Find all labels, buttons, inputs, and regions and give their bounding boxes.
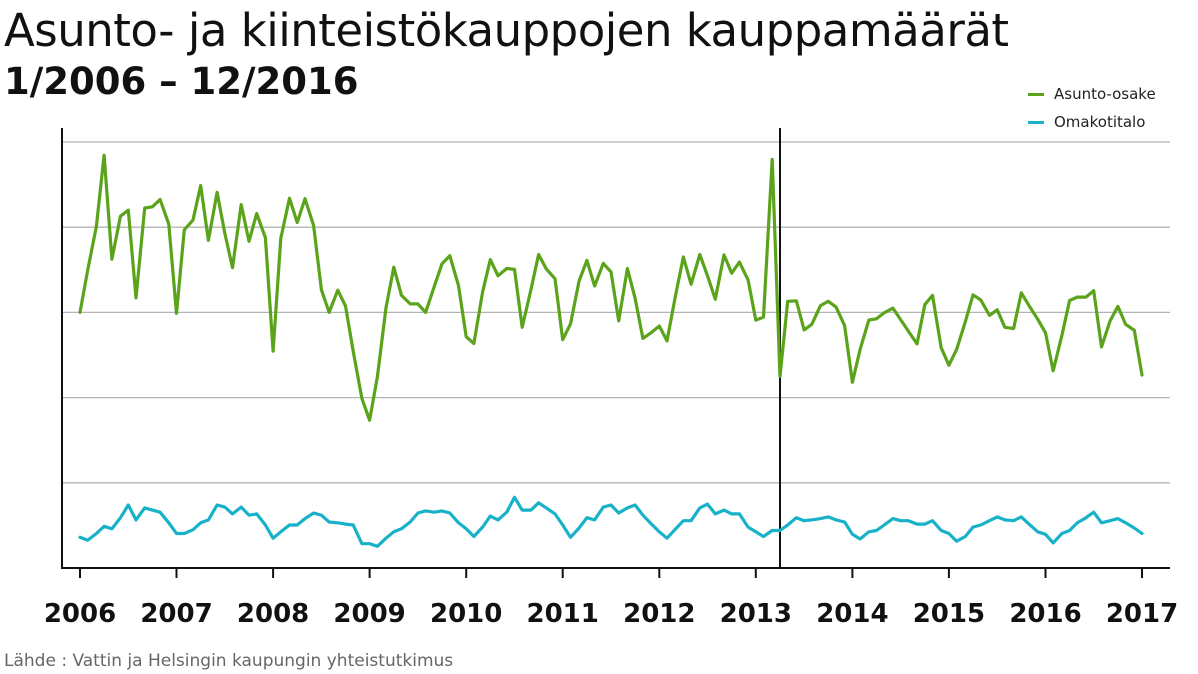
x-tick-label: 2014	[816, 599, 888, 629]
x-tick-label: 2013	[720, 599, 792, 629]
x-tick-label: 2016	[1009, 599, 1081, 629]
x-tick-label: 2011	[527, 599, 599, 629]
series-line-omakotitalo	[78, 495, 1144, 548]
legend-label: Asunto-osake	[1054, 85, 1156, 103]
x-tick-label: 2012	[623, 599, 695, 629]
chart-title: Asunto- ja kiinteistökauppojen kauppamää…	[4, 4, 1009, 57]
x-tick-label: 2007	[140, 599, 212, 629]
legend-item: Omakotitalo	[1028, 108, 1156, 136]
x-tick-label: 2010	[430, 599, 502, 629]
x-tick-label: 2006	[44, 599, 116, 629]
series-line-asunto-osake	[78, 153, 1144, 422]
chart-subtitle: 1/2006 – 12/2016	[4, 60, 359, 103]
x-tick-label: 2008	[237, 599, 309, 629]
legend-swatch	[1028, 120, 1044, 124]
x-tick-label: 2009	[333, 599, 405, 629]
x-tick-label: 2015	[913, 599, 985, 629]
legend-swatch	[1028, 92, 1044, 96]
legend-item: Asunto-osake	[1028, 80, 1156, 108]
legend-label: Omakotitalo	[1054, 113, 1146, 131]
source-note: Lähde : Vattin ja Helsingin kaupungin yh…	[4, 651, 454, 671]
chart-legend: Asunto-osake Omakotitalo	[1028, 80, 1156, 136]
x-tick-label: 2017	[1106, 599, 1178, 629]
